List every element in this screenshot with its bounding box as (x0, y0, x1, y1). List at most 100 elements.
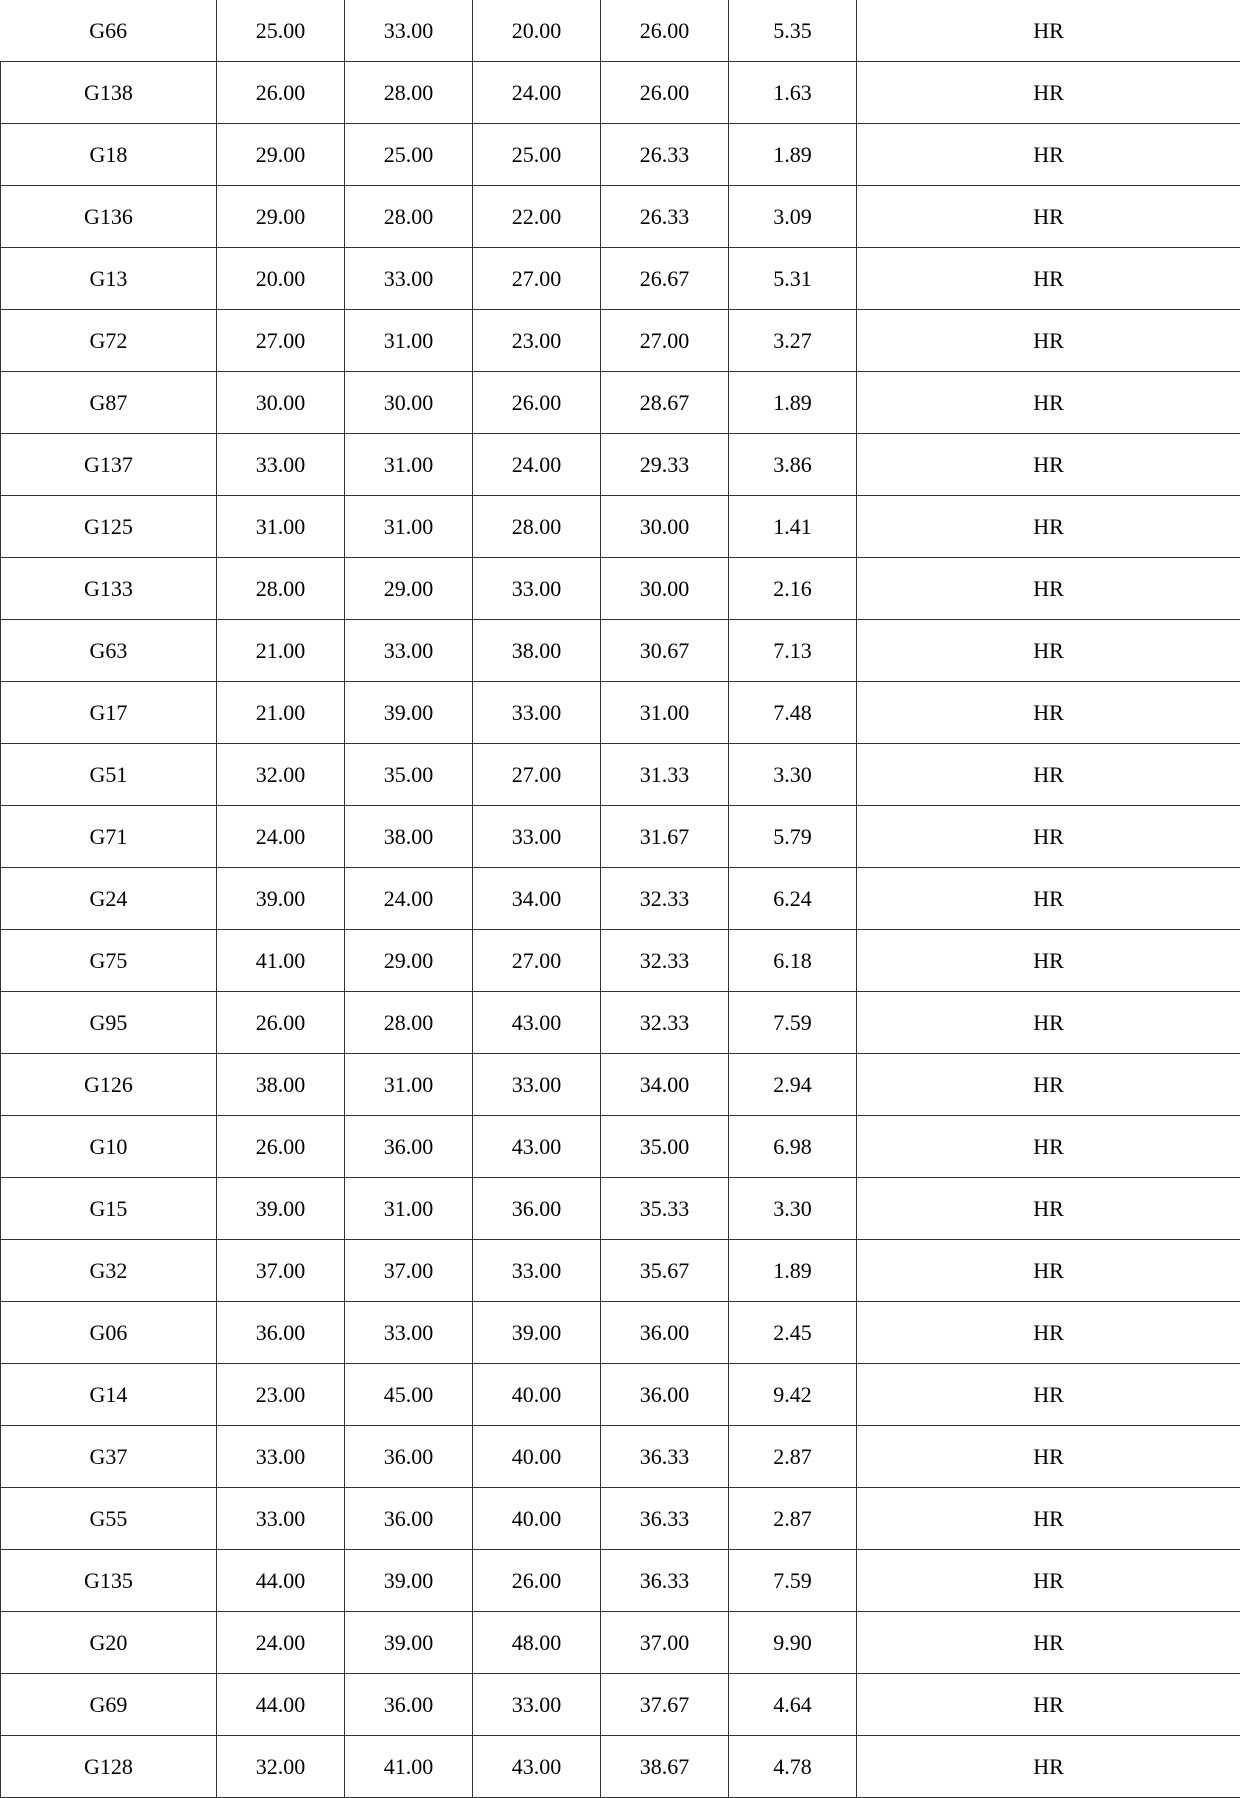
table-cell: 31.00 (345, 434, 473, 496)
table-row: G7124.0038.0033.0031.675.79HR (1, 806, 1240, 868)
table-cell: HR (857, 496, 1240, 558)
table-row: G8730.0030.0026.0028.671.89HR (1, 372, 1240, 434)
table-cell: 2.94 (729, 1054, 857, 1116)
table-cell: 33.00 (473, 1674, 601, 1736)
table-cell: G135 (1, 1550, 217, 1612)
table-cell: 22.00 (473, 186, 601, 248)
table-cell: G10 (1, 1116, 217, 1178)
table-cell: 26.00 (217, 992, 345, 1054)
table-cell: 28.00 (345, 992, 473, 1054)
table-cell: 33.00 (217, 1488, 345, 1550)
table-cell: G13 (1, 248, 217, 310)
table-cell: 43.00 (473, 992, 601, 1054)
table-cell: 32.33 (601, 868, 729, 930)
table-cell: 21.00 (217, 682, 345, 744)
table-cell: 27.00 (473, 744, 601, 806)
table-cell: HR (857, 1612, 1240, 1674)
table-row: G6944.0036.0033.0037.674.64HR (1, 1674, 1240, 1736)
table-cell: 7.13 (729, 620, 857, 682)
table-row: G13826.0028.0024.0026.001.63HR (1, 62, 1240, 124)
table-cell: 44.00 (217, 1550, 345, 1612)
table-cell: 29.00 (345, 558, 473, 620)
table-cell: 24.00 (217, 1612, 345, 1674)
table-cell: G18 (1, 124, 217, 186)
table-cell: 21.00 (217, 620, 345, 682)
table-cell: 38.00 (345, 806, 473, 868)
table-cell: 26.00 (217, 62, 345, 124)
table-cell: 1.41 (729, 496, 857, 558)
table-cell: 31.67 (601, 806, 729, 868)
table-cell: HR (857, 310, 1240, 372)
table-row: G0636.0033.0039.0036.002.45HR (1, 1302, 1240, 1364)
table-cell: 27.00 (473, 930, 601, 992)
table-cell: G66 (1, 0, 217, 62)
table-row: G6625.0033.0020.0026.005.35HR (1, 0, 1240, 62)
table-cell: G71 (1, 806, 217, 868)
data-table: G6625.0033.0020.0026.005.35HRG13826.0028… (0, 0, 1240, 1798)
table-cell: G95 (1, 992, 217, 1054)
table-cell: 30.67 (601, 620, 729, 682)
table-cell: 5.31 (729, 248, 857, 310)
table-cell: HR (857, 0, 1240, 62)
table-cell: 7.59 (729, 1550, 857, 1612)
table-cell: 26.00 (473, 1550, 601, 1612)
table-cell: 36.33 (601, 1426, 729, 1488)
table-cell: 36.33 (601, 1550, 729, 1612)
table-cell: 30.00 (601, 496, 729, 558)
table-cell: 3.27 (729, 310, 857, 372)
table-row: G1829.0025.0025.0026.331.89HR (1, 124, 1240, 186)
table-cell: 35.67 (601, 1240, 729, 1302)
table-cell: HR (857, 372, 1240, 434)
table-cell: 23.00 (217, 1364, 345, 1426)
table-row: G1721.0039.0033.0031.007.48HR (1, 682, 1240, 744)
table-row: G12832.0041.0043.0038.674.78HR (1, 1736, 1240, 1798)
table-cell: 31.00 (345, 1054, 473, 1116)
table-cell: G133 (1, 558, 217, 620)
table-cell: 3.30 (729, 1178, 857, 1240)
table-cell: HR (857, 248, 1240, 310)
table-cell: 2.16 (729, 558, 857, 620)
table-cell: 33.00 (345, 0, 473, 62)
table-cell: G128 (1, 1736, 217, 1798)
table-cell: 36.00 (345, 1674, 473, 1736)
table-cell: 37.67 (601, 1674, 729, 1736)
table-cell: G20 (1, 1612, 217, 1674)
table-cell: HR (857, 620, 1240, 682)
table-cell: 40.00 (473, 1488, 601, 1550)
table-cell: 28.67 (601, 372, 729, 434)
table-cell: 33.00 (217, 1426, 345, 1488)
table-cell: 23.00 (473, 310, 601, 372)
table-cell: HR (857, 1178, 1240, 1240)
table-cell: 40.00 (473, 1364, 601, 1426)
table-cell: 38.00 (473, 620, 601, 682)
table-cell: HR (857, 1736, 1240, 1798)
table-cell: 33.00 (473, 806, 601, 868)
table-row: G5533.0036.0040.0036.332.87HR (1, 1488, 1240, 1550)
table-cell: 43.00 (473, 1736, 601, 1798)
table-cell: G63 (1, 620, 217, 682)
table-cell: 41.00 (217, 930, 345, 992)
table-cell: 31.00 (345, 1178, 473, 1240)
table-cell: HR (857, 1054, 1240, 1116)
table-cell: 24.00 (345, 868, 473, 930)
table-cell: 35.00 (601, 1116, 729, 1178)
table-cell: HR (857, 1364, 1240, 1426)
table-cell: 31.00 (345, 310, 473, 372)
table-cell: 28.00 (345, 186, 473, 248)
table-cell: G55 (1, 1488, 217, 1550)
table-cell: 27.00 (601, 310, 729, 372)
table-cell: 31.00 (217, 496, 345, 558)
table-cell: G14 (1, 1364, 217, 1426)
table-cell: 24.00 (473, 62, 601, 124)
table-cell: 29.33 (601, 434, 729, 496)
table-cell: 2.45 (729, 1302, 857, 1364)
table-cell: 39.00 (345, 1612, 473, 1674)
table-row: G13629.0028.0022.0026.333.09HR (1, 186, 1240, 248)
table-cell: 34.00 (601, 1054, 729, 1116)
table-cell: 7.48 (729, 682, 857, 744)
table-cell: 33.00 (217, 434, 345, 496)
table-cell: 41.00 (345, 1736, 473, 1798)
table-body: G6625.0033.0020.0026.005.35HRG13826.0028… (1, 0, 1240, 1798)
table-row: G12638.0031.0033.0034.002.94HR (1, 1054, 1240, 1116)
table-row: G1320.0033.0027.0026.675.31HR (1, 248, 1240, 310)
